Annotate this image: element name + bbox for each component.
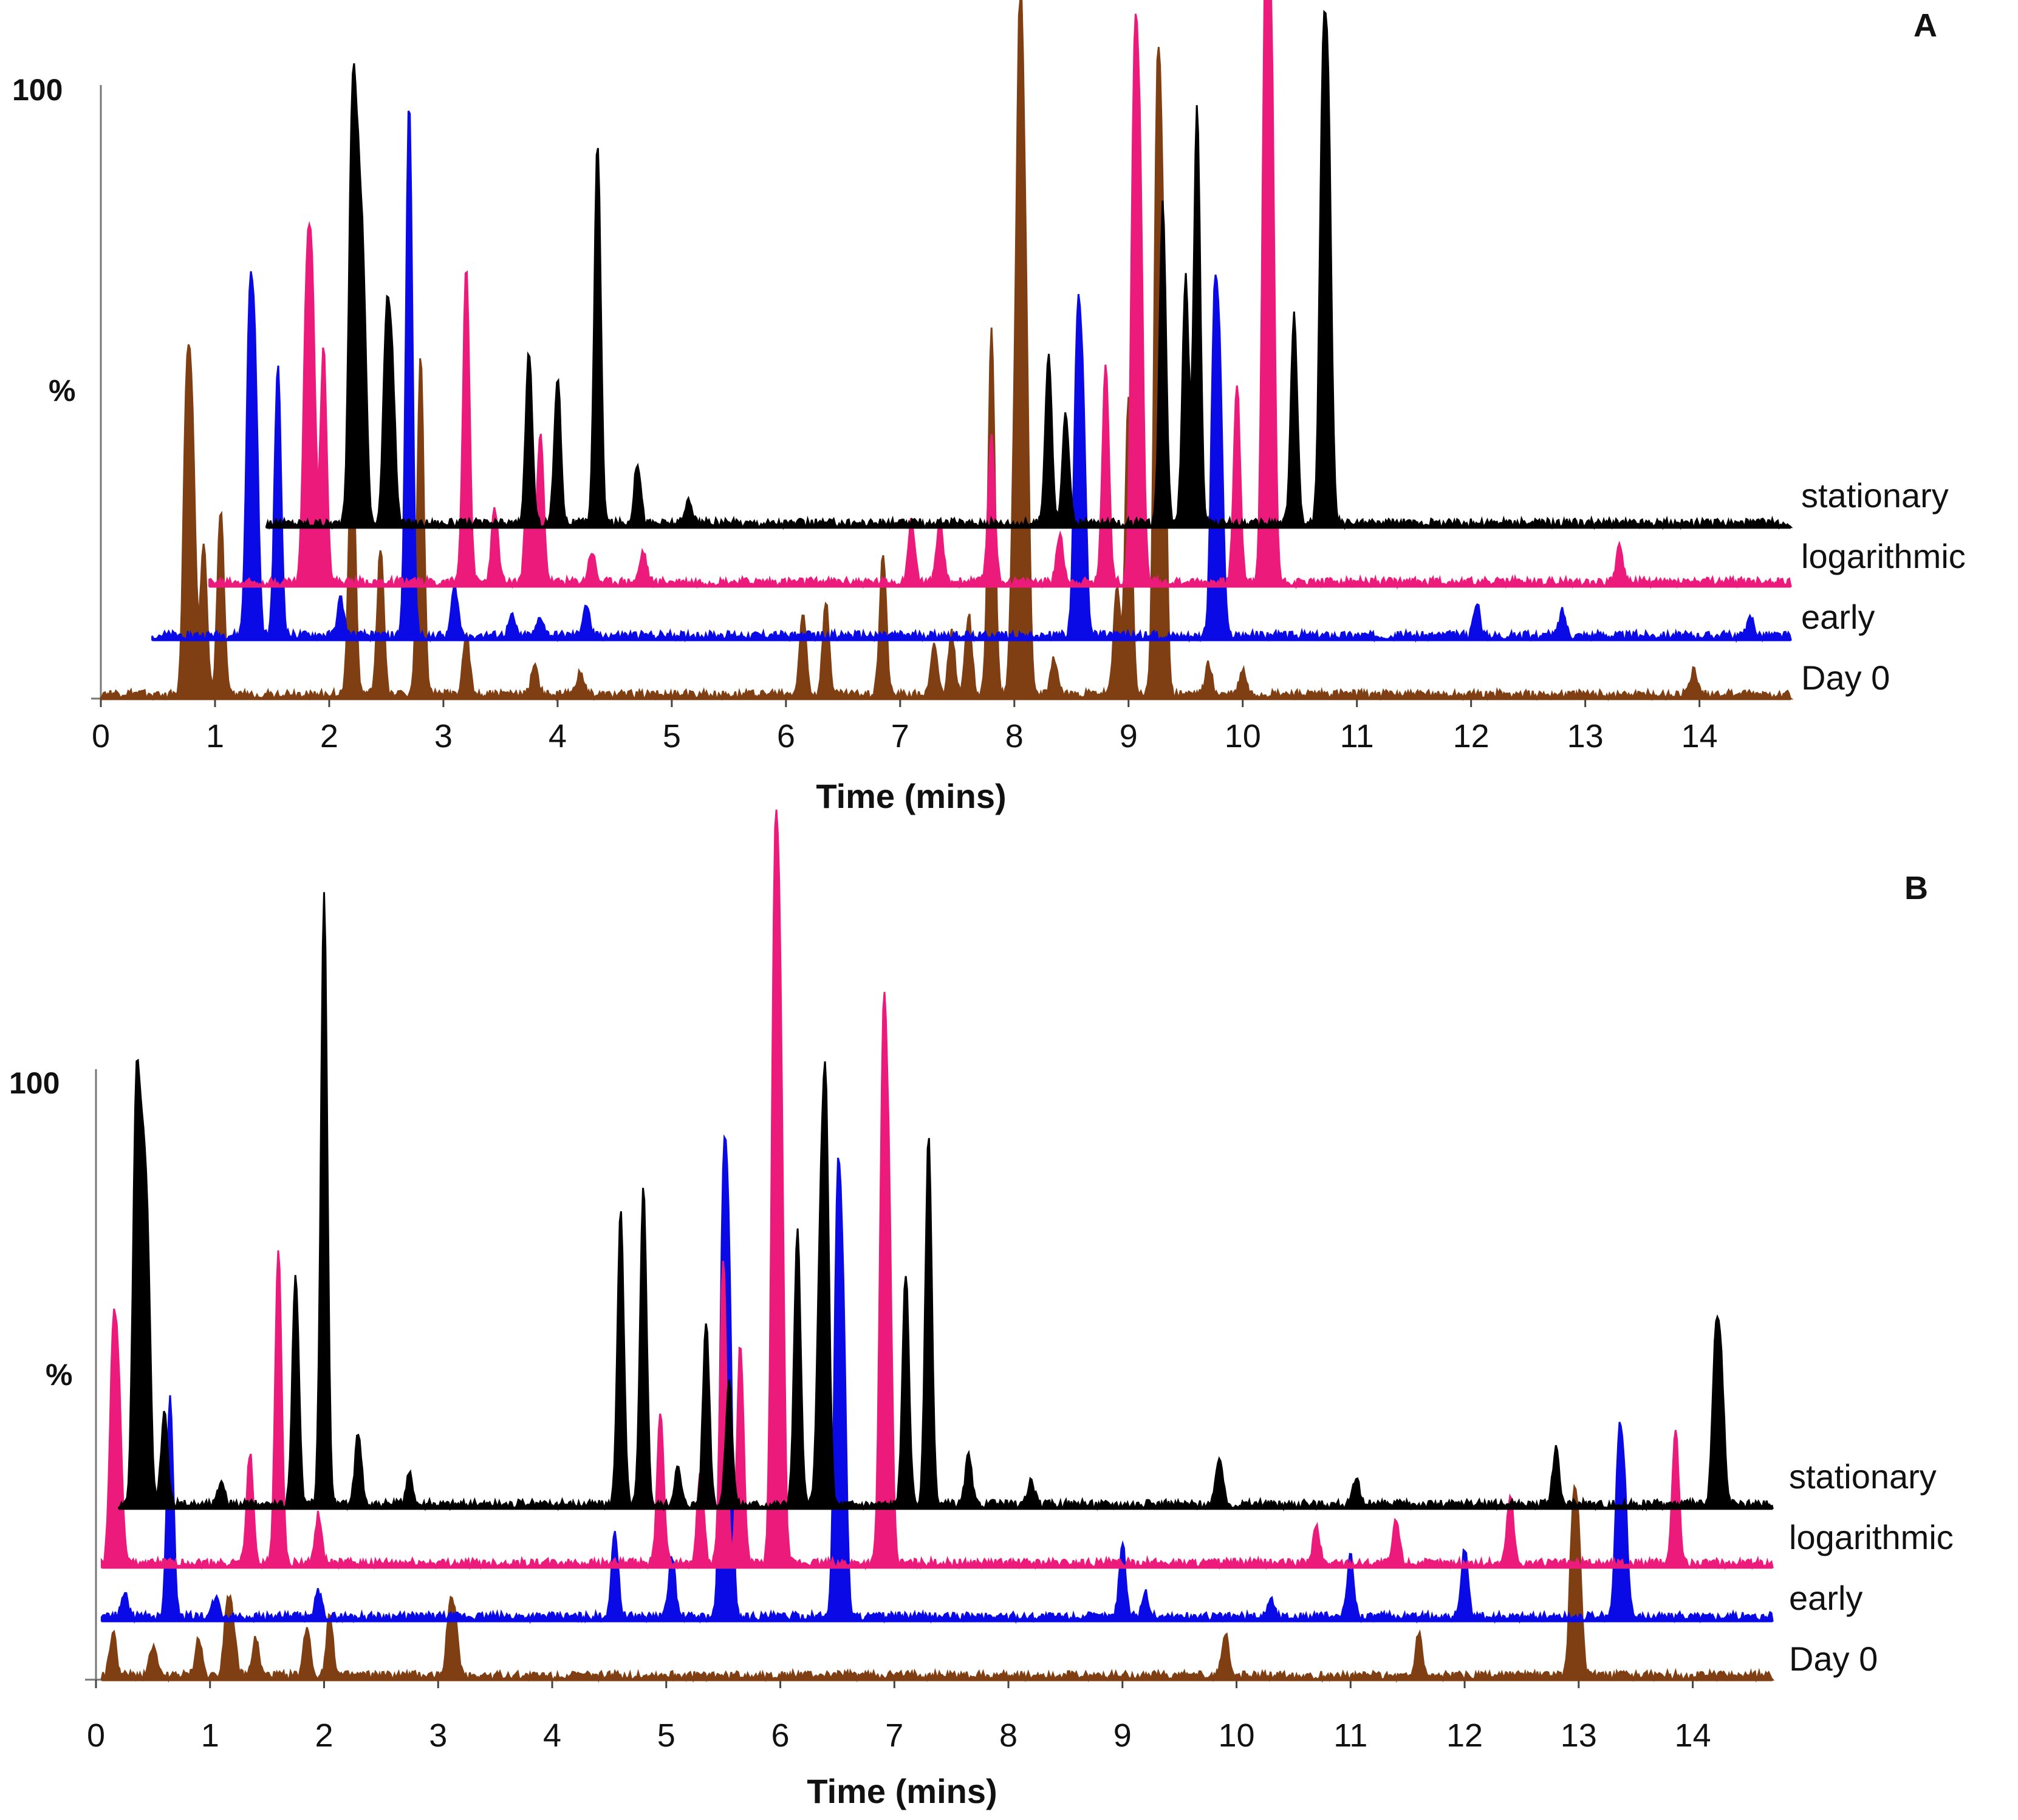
- x-tick-label: 5: [663, 718, 681, 754]
- series-label: logarithmic: [1801, 537, 1966, 575]
- x-tick-label: 3: [429, 1717, 447, 1754]
- x-tick-label: 2: [315, 1717, 333, 1754]
- panel-a-y-max-label: 100: [12, 73, 63, 107]
- series-trace-early: [100, 1134, 1774, 1624]
- x-tick-label: 0: [87, 1717, 105, 1754]
- series-label: Day 0: [1801, 659, 1890, 697]
- x-tick-label: 8: [1005, 718, 1024, 754]
- x-tick-label: 6: [777, 718, 795, 754]
- x-tick-label: 7: [885, 1717, 903, 1754]
- series-label: early: [1789, 1579, 1862, 1617]
- x-tick-label: 11: [1333, 1717, 1367, 1754]
- x-tick-label: 1: [206, 718, 224, 754]
- series-label: stationary: [1801, 476, 1949, 515]
- x-tick-label: 4: [549, 718, 567, 754]
- panel-a-y-percent-label: %: [49, 374, 75, 408]
- series-label: Day 0: [1789, 1640, 1878, 1678]
- x-tick-label: 13: [1567, 718, 1604, 754]
- panel-a-x-axis-title: Time (mins): [816, 777, 1006, 815]
- panel-b-label: B: [1904, 870, 1928, 906]
- panel-a: A 100 % 0 1 2 3 4 5 6 7 8 9 10 11 12 13 14 Day 0earlyl…: [12, 0, 1966, 815]
- x-tick-label: 6: [771, 1717, 790, 1754]
- panel-a-series: Day 0 early logarithmic stationary: [100, 0, 1966, 702]
- series-trace-early: [151, 110, 1792, 643]
- panel-a-label: A: [1914, 7, 1937, 44]
- x-tick-label: 8: [999, 1717, 1018, 1754]
- panel-a-x-ticks: 0 1 2 3 4 5 6 7 8 9 10 11 12 13 14: [92, 699, 1718, 754]
- x-tick-label: 14: [1681, 718, 1718, 754]
- x-tick-label: 1: [201, 1717, 219, 1754]
- x-tick-label: 5: [657, 1717, 676, 1754]
- series-label: stationary: [1789, 1457, 1937, 1496]
- x-tick-label: 12: [1453, 718, 1490, 754]
- series-label: logarithmic: [1789, 1518, 1954, 1556]
- series-trace-stationary: [118, 892, 1774, 1512]
- x-tick-label: 10: [1225, 718, 1261, 754]
- panel-b-series: Day 0 early logarithmic stationary: [100, 809, 1954, 1683]
- x-tick-label: 3: [434, 718, 453, 754]
- series-trace-logarithmic: [100, 809, 1774, 1571]
- panel-b-y-max-label: 100: [9, 1066, 60, 1100]
- x-tick-label: 12: [1446, 1717, 1483, 1754]
- x-tick-label: 9: [1113, 1717, 1132, 1754]
- series-label: early: [1801, 598, 1875, 636]
- x-tick-label: 4: [543, 1717, 561, 1754]
- panel-b-x-axis-title: Time (mins): [807, 1772, 997, 1810]
- x-tick-label: 7: [891, 718, 909, 754]
- x-tick-label: 10: [1219, 1717, 1255, 1754]
- x-tick-label: 9: [1120, 718, 1138, 754]
- panel-b-x-ticks: 0 1 2 3 4 5 6 7 8 9 10 11 12 13 14: [87, 1680, 1711, 1754]
- panel-b-y-percent-label: %: [46, 1358, 72, 1392]
- series-trace-stationary: [265, 10, 1793, 531]
- panel-b: B 100 % 0 1 2 3 4 5 6 7 8 9 10 11 12 13 14 Day 0earlyl…: [9, 809, 1954, 1810]
- x-tick-label: 13: [1561, 1717, 1597, 1754]
- x-tick-label: 11: [1340, 718, 1374, 754]
- x-tick-label: 0: [92, 718, 110, 754]
- series-trace-logarithmic: [208, 0, 1792, 590]
- x-tick-label: 14: [1675, 1717, 1711, 1754]
- series-trace-day-0: [100, 1483, 1775, 1683]
- x-tick-label: 2: [320, 718, 338, 754]
